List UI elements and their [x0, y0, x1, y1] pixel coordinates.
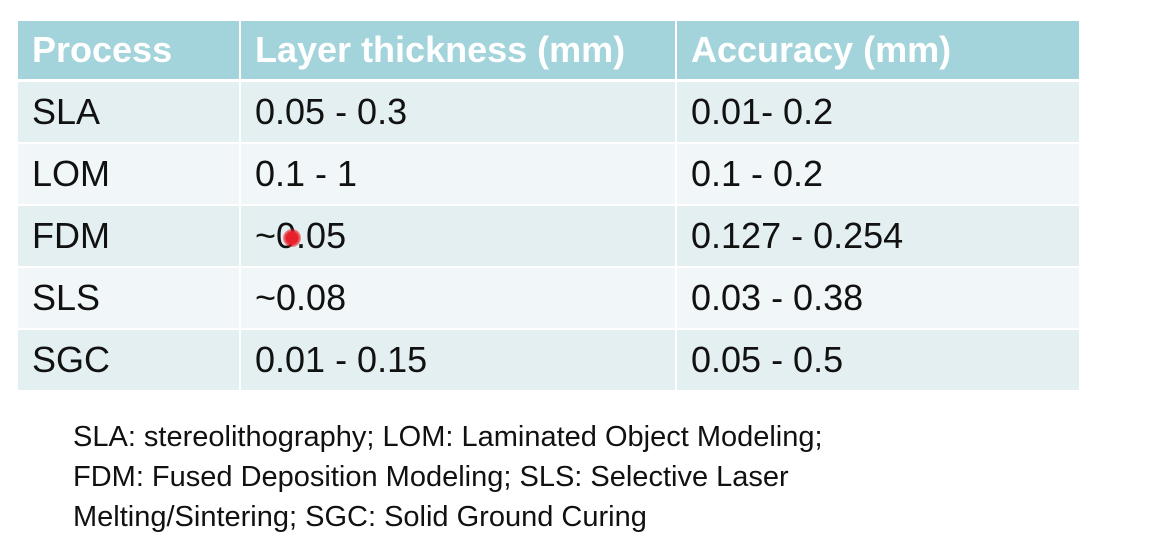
caption-line: SLA: stereolithography; LOM: Laminated O… — [73, 421, 823, 453]
cell-layer-thickness: 0.1 - 1 — [240, 143, 677, 206]
table-row: SLA 0.05 - 0.3 0.01- 0.2 — [18, 80, 1079, 144]
header-layer-thickness: Layer thickness (mm) — [240, 21, 677, 82]
abbreviation-caption: SLA: stereolithography; LOM: Laminated O… — [73, 417, 973, 537]
cell-accuracy: 0.127 - 0.254 — [676, 205, 1079, 268]
cell-accuracy: 0.01- 0.2 — [676, 80, 1079, 144]
cell-accuracy: 0.05 - 0.5 — [676, 329, 1079, 390]
cell-process: LOM — [18, 143, 241, 206]
header-accuracy: Accuracy (mm) — [676, 21, 1079, 82]
caption-line: FDM: Fused Deposition Modeling; SLS: Sel… — [73, 461, 789, 493]
table-row: SLS ~0.08 0.03 - 0.38 — [18, 267, 1079, 330]
table-row: SGC 0.01 - 0.15 0.05 - 0.5 — [18, 329, 1079, 390]
table-row: FDM ~0.05 0.127 - 0.254 — [18, 205, 1079, 268]
cell-process: SLS — [18, 267, 241, 330]
cell-layer-thickness: ~0.08 — [240, 267, 677, 330]
header-process: Process — [18, 21, 241, 82]
caption-line: Melting/Sintering; SGC: Solid Ground Cur… — [73, 501, 647, 533]
cell-process: FDM — [18, 205, 241, 268]
process-comparison-table: Process Layer thickness (mm) Accuracy (m… — [18, 21, 1079, 390]
cell-accuracy: 0.03 - 0.38 — [676, 267, 1079, 330]
table-row: LOM 0.1 - 1 0.1 - 0.2 — [18, 143, 1079, 206]
cell-process: SLA — [18, 80, 241, 144]
table-header-row: Process Layer thickness (mm) Accuracy (m… — [18, 21, 1079, 82]
cell-process: SGC — [18, 329, 241, 390]
cell-accuracy: 0.1 - 0.2 — [676, 143, 1079, 206]
cell-layer-thickness: 0.05 - 0.3 — [240, 80, 677, 144]
cell-layer-thickness: 0.01 - 0.15 — [240, 329, 677, 390]
cell-layer-thickness: ~0.05 — [240, 205, 677, 268]
